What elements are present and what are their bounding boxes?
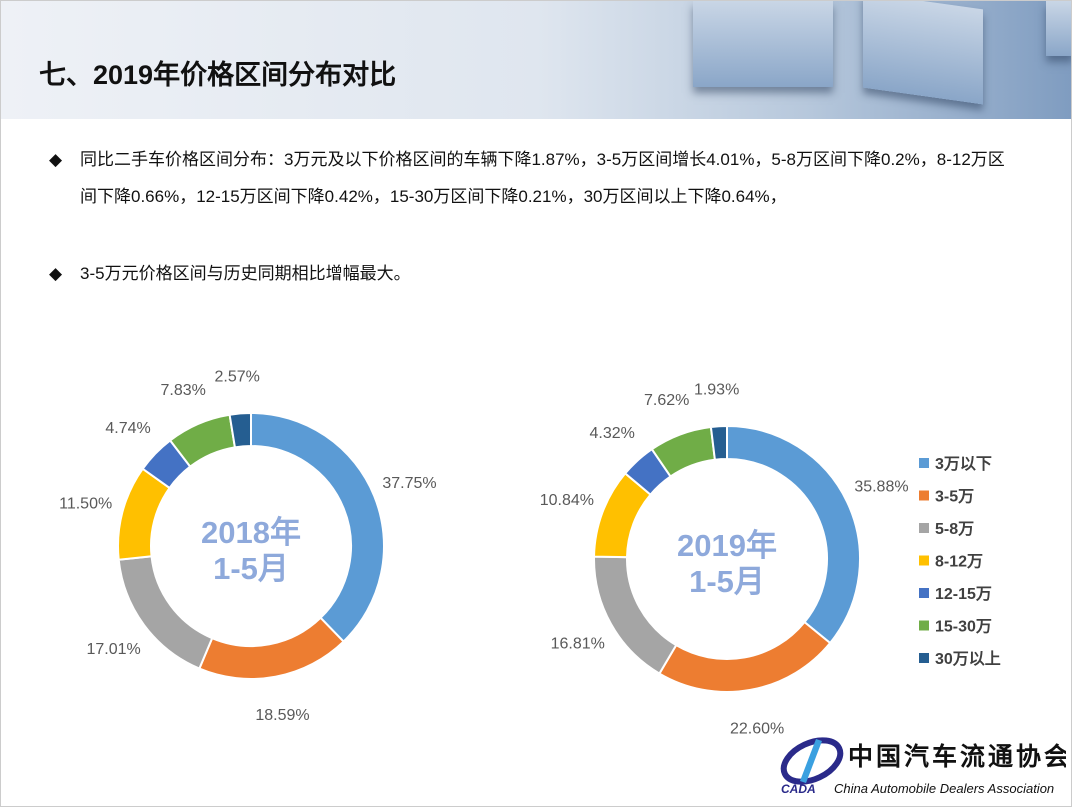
decor-cube	[693, 1, 833, 87]
legend-swatch	[919, 458, 929, 468]
donut-slice	[228, 411, 252, 449]
data-label: 10.84%	[540, 492, 594, 509]
legend-swatch	[919, 555, 929, 566]
svg-text:CADA: CADA	[781, 782, 816, 796]
bullet-text: 同比二手车价格区间分布：3万元及以下价格区间的车辆下降1.87%，3-5万区间增…	[80, 150, 1005, 206]
legend-swatch	[919, 523, 929, 533]
data-label: 4.74%	[105, 420, 150, 437]
legend-label: 12-15万	[935, 586, 992, 603]
bullet-item: ◆ 3-5万元价格区间与历史同期相比增幅最大。	[49, 255, 1020, 292]
legend-label: 15-30万	[935, 619, 992, 636]
donut-slice	[709, 424, 728, 461]
page-title: 七、2019年价格区间分布对比	[39, 60, 397, 90]
data-label: 1.93%	[694, 381, 739, 398]
legend-swatch	[919, 653, 929, 663]
legend-label: 8-12万	[935, 554, 983, 571]
center-label: 1-5月	[689, 564, 765, 599]
data-label: 17.01%	[86, 641, 140, 658]
data-label: 4.32%	[590, 425, 635, 442]
data-label: 18.59%	[255, 707, 309, 724]
donut-slice	[198, 616, 345, 680]
data-label: 2.57%	[215, 369, 260, 386]
diamond-bullet-icon: ◆	[49, 150, 63, 169]
donut-slice	[593, 555, 678, 675]
legend-label: 3-5万	[935, 489, 974, 506]
data-label: 7.83%	[161, 382, 206, 399]
data-label: 35.88%	[854, 479, 908, 496]
diamond-bullet-icon: ◆	[49, 264, 63, 283]
legend-swatch	[919, 620, 929, 631]
header-banner	[1, 1, 1071, 119]
bullet-text: 3-5万元价格区间与历史同期相比增幅最大。	[80, 264, 411, 283]
decor-cube	[1046, 1, 1071, 56]
center-label: 2018年	[201, 515, 301, 550]
donut-slice	[658, 620, 832, 693]
cada-logo: CADA 中国汽车流通协会 China Automobile Dealers A…	[776, 731, 1069, 805]
legend-label: 5-8万	[935, 521, 974, 538]
legend-label: 3万以下	[935, 455, 992, 473]
legend-swatch	[919, 588, 929, 598]
bullet-item: ◆ 同比二手车价格区间分布：3万元及以下价格区间的车辆下降1.87%，3-5万区…	[49, 141, 1020, 215]
svg-text:中国汽车流通协会: 中国汽车流通协会	[848, 742, 1066, 771]
data-label: 16.81%	[551, 635, 605, 652]
legend-swatch	[919, 490, 929, 501]
data-label: 37.75%	[382, 475, 436, 492]
data-label: 11.50%	[59, 495, 112, 512]
center-label: 1-5月	[213, 551, 289, 586]
legend-label: 30万以上	[935, 650, 1001, 668]
svg-text:China Automobile Dealers Assoc: China Automobile Dealers Association	[834, 781, 1054, 796]
data-label: 7.62%	[644, 392, 689, 409]
center-label: 2019年	[677, 528, 777, 563]
data-label: 22.60%	[730, 720, 784, 737]
